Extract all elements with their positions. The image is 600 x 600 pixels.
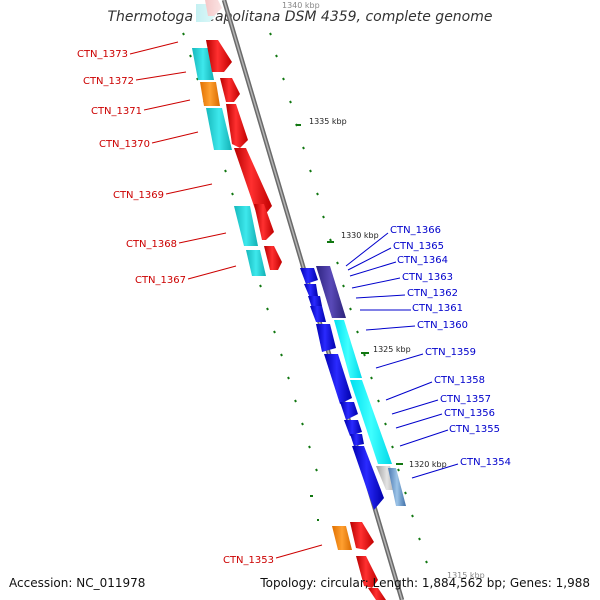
right-gene-labels: CTN_1366 CTN_1365 CTN_1364 CTN_1363 CTN_… bbox=[345, 225, 511, 479]
gene-label[interactable]: CTN_1369 bbox=[113, 190, 164, 201]
gene-cyan[interactable] bbox=[192, 48, 214, 80]
gene-label[interactable]: CTN_1366 bbox=[390, 225, 441, 236]
gene-label[interactable]: CTN_1363 bbox=[402, 272, 453, 283]
gene-label[interactable]: CTN_1368 bbox=[126, 239, 177, 250]
gene-label[interactable]: CTN_1357 bbox=[440, 394, 491, 405]
gene-cyan[interactable] bbox=[206, 108, 232, 150]
gene-cyan[interactable] bbox=[246, 250, 266, 276]
gene-label[interactable]: CTN_1372 bbox=[83, 76, 134, 87]
gene-label[interactable]: CTN_1367 bbox=[135, 275, 186, 286]
gene-arrow[interactable] bbox=[206, 40, 232, 72]
gene-label[interactable]: CTN_1355 bbox=[449, 424, 500, 435]
gene-arrow[interactable] bbox=[356, 556, 378, 588]
gene-arrow[interactable] bbox=[340, 402, 358, 420]
tick-label: 1340 kbp bbox=[282, 1, 320, 10]
tick-label: 1315 kbp bbox=[447, 571, 485, 580]
gene-label[interactable]: CTN_1370 bbox=[99, 139, 150, 150]
gene-arrow[interactable] bbox=[220, 78, 240, 102]
reverse-strand-features bbox=[300, 266, 406, 510]
gene-arrow[interactable] bbox=[344, 420, 362, 436]
gene-arrow[interactable] bbox=[352, 446, 384, 510]
genome-summary: Topology: circular; Length: 1,884,562 bp… bbox=[260, 576, 590, 590]
gene-arrow[interactable] bbox=[308, 296, 322, 308]
gene-label[interactable]: CTN_1371 bbox=[91, 106, 142, 117]
tick-label: 1335 kbp bbox=[309, 117, 347, 126]
gene-arrow[interactable] bbox=[310, 306, 326, 322]
gene-cyan[interactable] bbox=[234, 206, 258, 246]
gene-label[interactable]: CTN_1358 bbox=[434, 375, 485, 386]
gene-purple[interactable] bbox=[316, 266, 346, 318]
gene-cyan[interactable] bbox=[350, 380, 392, 464]
gene-arrow[interactable] bbox=[300, 268, 318, 284]
accession-text: Accession: NC_011978 bbox=[9, 576, 146, 590]
gene-arrow[interactable] bbox=[350, 434, 364, 446]
gene-label[interactable]: CTN_1356 bbox=[444, 408, 495, 419]
tick-label: 1325 kbp bbox=[373, 345, 411, 354]
gene-arrow[interactable] bbox=[368, 588, 386, 600]
gene-arrow[interactable] bbox=[264, 246, 282, 270]
gene-orange[interactable] bbox=[332, 526, 352, 550]
gene-label[interactable]: CTN_1365 bbox=[393, 241, 444, 252]
gene-arrow[interactable] bbox=[254, 204, 274, 240]
gene-label[interactable]: CTN_1354 bbox=[460, 457, 511, 468]
gene-arrow[interactable] bbox=[324, 354, 352, 404]
gene-arrow[interactable] bbox=[226, 104, 248, 148]
gene-arrow[interactable] bbox=[205, 0, 222, 16]
gene-label[interactable]: CTN_1353 bbox=[223, 555, 274, 566]
gene-label[interactable]: CTN_1360 bbox=[417, 320, 468, 331]
gene-label[interactable]: CTN_1359 bbox=[425, 347, 476, 358]
tick-labels: 1340 kbp 1335 kbp 1330 kbp 1325 kbp 1320… bbox=[282, 1, 485, 580]
forward-strand-features bbox=[192, 0, 386, 600]
gene-label[interactable]: CTN_1364 bbox=[397, 255, 448, 266]
tick-label: 1330 kbp bbox=[341, 231, 379, 240]
gene-steel[interactable] bbox=[388, 468, 406, 506]
gene-label[interactable]: CTN_1361 bbox=[412, 303, 463, 314]
gene-arrow[interactable] bbox=[304, 284, 318, 298]
left-gene-labels: CTN_1373 CTN_1372 CTN_1371 CTN_1370 CTN_… bbox=[77, 41, 323, 566]
gene-arrow[interactable] bbox=[316, 324, 336, 352]
gene-arrow[interactable] bbox=[234, 148, 272, 216]
gene-label[interactable]: CTN_1362 bbox=[407, 288, 458, 299]
gene-label[interactable]: CTN_1373 bbox=[77, 49, 128, 60]
gene-arrow[interactable] bbox=[350, 522, 374, 550]
gene-orange[interactable] bbox=[200, 82, 220, 106]
tick-label: 1320 kbp bbox=[409, 460, 447, 469]
gene-cyan[interactable] bbox=[334, 320, 362, 378]
